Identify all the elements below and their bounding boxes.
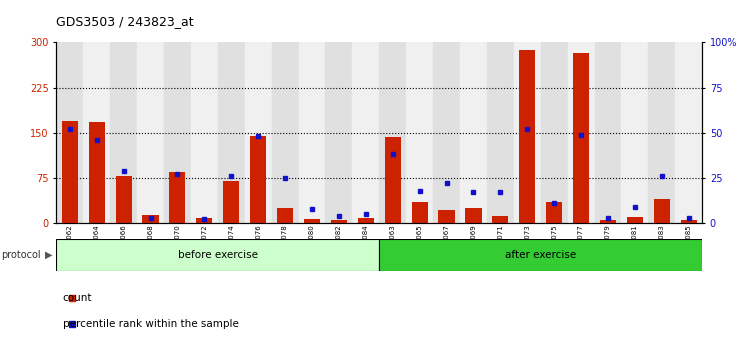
Bar bbox=[196, 218, 213, 223]
Bar bbox=[573, 53, 589, 223]
Bar bbox=[439, 210, 454, 223]
Bar bbox=[487, 42, 514, 223]
Bar bbox=[116, 176, 131, 223]
Bar bbox=[653, 199, 670, 223]
Text: protocol: protocol bbox=[1, 250, 41, 260]
Bar bbox=[600, 220, 616, 223]
Bar bbox=[595, 42, 622, 223]
Bar bbox=[218, 42, 245, 223]
Bar bbox=[191, 42, 218, 223]
Bar bbox=[62, 121, 78, 223]
Bar bbox=[385, 137, 401, 223]
Bar bbox=[680, 220, 697, 223]
Text: after exercise: after exercise bbox=[505, 250, 576, 260]
Bar bbox=[541, 42, 568, 223]
Bar bbox=[568, 42, 595, 223]
Text: GDS3503 / 243823_at: GDS3503 / 243823_at bbox=[56, 15, 194, 28]
Bar bbox=[546, 202, 562, 223]
Text: before exercise: before exercise bbox=[178, 250, 258, 260]
Bar bbox=[648, 42, 675, 223]
Bar bbox=[83, 42, 110, 223]
Bar bbox=[412, 202, 428, 223]
Bar bbox=[330, 220, 347, 223]
Bar bbox=[352, 42, 379, 223]
Bar bbox=[245, 42, 272, 223]
Bar bbox=[379, 239, 702, 271]
Text: percentile rank within the sample: percentile rank within the sample bbox=[63, 319, 239, 329]
Bar bbox=[627, 217, 643, 223]
Bar bbox=[379, 42, 406, 223]
Bar bbox=[622, 42, 648, 223]
Bar bbox=[223, 181, 240, 223]
Bar bbox=[519, 50, 535, 223]
Bar bbox=[56, 42, 83, 223]
Bar bbox=[304, 219, 320, 223]
Bar bbox=[89, 122, 105, 223]
Bar bbox=[137, 42, 164, 223]
Bar bbox=[406, 42, 433, 223]
Bar bbox=[272, 42, 299, 223]
Bar bbox=[250, 136, 266, 223]
Text: count: count bbox=[63, 293, 92, 303]
Bar bbox=[514, 42, 541, 223]
Bar bbox=[170, 172, 185, 223]
Bar bbox=[110, 42, 137, 223]
Bar bbox=[466, 208, 481, 223]
Bar bbox=[460, 42, 487, 223]
Bar bbox=[325, 42, 352, 223]
Bar bbox=[56, 239, 379, 271]
Bar bbox=[357, 218, 374, 223]
Bar bbox=[493, 216, 508, 223]
Bar bbox=[675, 42, 702, 223]
Bar bbox=[277, 208, 293, 223]
Bar bbox=[143, 215, 158, 223]
Bar bbox=[164, 42, 191, 223]
Bar bbox=[433, 42, 460, 223]
Bar bbox=[299, 42, 325, 223]
Text: ▶: ▶ bbox=[45, 250, 53, 260]
